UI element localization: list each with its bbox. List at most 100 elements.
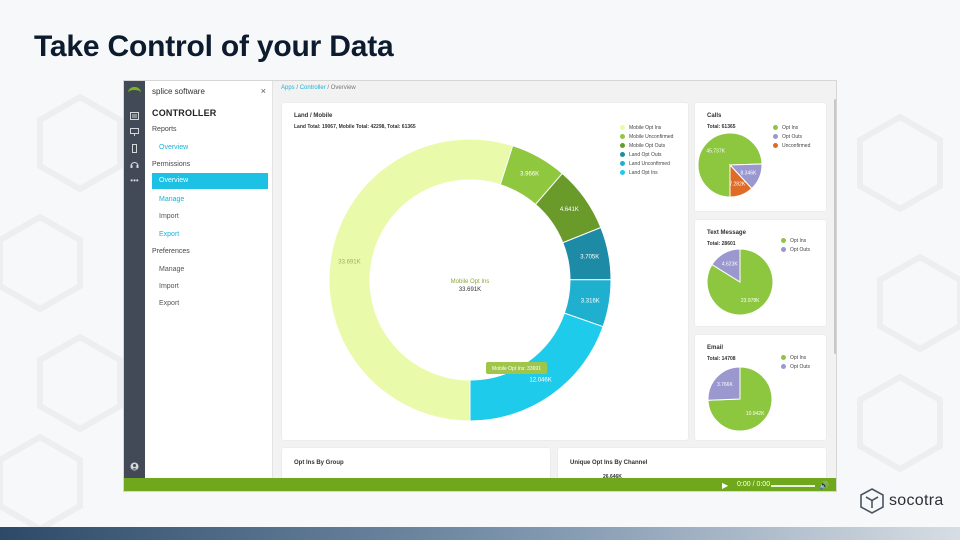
donut-tooltip-text: Mobile Opt Ins: 33691 — [492, 366, 541, 372]
slice-label-land-opt-ins: 12.046K — [529, 378, 551, 384]
legend-item-mobile-unconfirmed[interactable]: Mobile Unconfirmed — [620, 132, 673, 141]
headset-icon[interactable] — [130, 160, 139, 168]
legend-swatch — [773, 125, 778, 130]
breadcrumb-separator: / — [296, 85, 299, 91]
legend-item-land-unconfirmed[interactable]: Land Unconfirmed — [620, 159, 673, 168]
breadcrumb-controller[interactable]: Controller — [299, 85, 326, 91]
chart-peek-label: 26.646K — [603, 474, 622, 480]
sidebar-heading: CONTROLLER — [152, 108, 217, 118]
calls-pie-chart: 45.737K 8.346K 7.282K — [697, 132, 763, 198]
sidebar-section-preferences: Preferences — [152, 248, 190, 255]
card-title: Text Message — [707, 230, 746, 236]
calls-legend: Opt Ins Opt Outs Unconfirmed — [773, 123, 810, 150]
volume-icon[interactable]: 🔊 — [819, 481, 829, 490]
donut-center-label: Mobile Opt Ins — [451, 279, 490, 285]
legend-swatch — [620, 125, 625, 130]
more-icon[interactable]: ••• — [130, 176, 139, 185]
monitor-icon[interactable] — [130, 128, 139, 136]
breadcrumb-current: Overview — [330, 85, 356, 91]
socotra-logo-text: socotra — [889, 492, 944, 509]
slice-opt-outs[interactable] — [711, 248, 741, 283]
legend-item-unconfirmed[interactable]: Unconfirmed — [773, 141, 810, 150]
legend-item-land-opt-ins[interactable]: Land Opt Ins — [620, 168, 673, 177]
seek-bar[interactable] — [771, 485, 815, 487]
legend-label: Opt Outs — [790, 363, 811, 370]
legend-label: Mobile Unconfirmed — [629, 133, 674, 140]
land-mobile-donut-chart: 33.691K 3.966K 4.641K 3.705K 3.316K 12.046K Mo… — [328, 138, 612, 422]
legend-label: Opt Ins — [782, 124, 799, 131]
slice-label-land-opt-outs: 3.705K — [580, 255, 599, 261]
legend-swatch — [620, 152, 625, 157]
slice-label-mobile-unconfirmed: 3.966K — [520, 172, 539, 178]
slice-label-opt-ins: 23.978K — [741, 298, 760, 304]
list-icon[interactable] — [130, 112, 139, 120]
text-message-pie-chart: 23.978K 4.623K — [706, 248, 774, 316]
sidebar-item-permissions-manage[interactable]: Manage — [159, 196, 185, 203]
legend-swatch — [620, 161, 625, 166]
sidebar-item-preferences-export[interactable]: Export — [159, 300, 180, 307]
user-icon[interactable] — [130, 462, 139, 471]
slice-label-land-unconfirmed: 3.316K — [581, 298, 600, 304]
card-title: Email — [707, 345, 724, 351]
legend-label: Unconfirmed — [782, 142, 811, 149]
text-message-card: Text Message Total: 28601 23.978K 4.623K … — [695, 220, 826, 326]
legend-label: Land Unconfirmed — [629, 160, 670, 167]
card-title: Land / Mobile — [294, 113, 333, 119]
slice-mobile-opt-ins[interactable] — [328, 138, 514, 422]
card-subtitle: Land Total: 19067, Mobile Total: 42298, … — [294, 124, 416, 130]
card-title: Calls — [707, 113, 722, 119]
slice-label-unconfirmed: 7.282K — [729, 181, 746, 187]
slice-label-mobile-opt-outs: 4.641K — [560, 207, 579, 213]
legend-label: Opt Outs — [790, 246, 811, 253]
sidebar-item-permissions-export[interactable]: Export — [159, 231, 180, 238]
socotra-logo: socotra — [860, 488, 944, 514]
legend-swatch — [620, 134, 625, 139]
close-icon[interactable]: × — [260, 86, 266, 96]
sidebar-item-permissions-import[interactable]: Import — [159, 213, 179, 220]
legend-item-opt-ins[interactable]: Opt Ins — [781, 353, 810, 362]
sidebar-item-preferences-import[interactable]: Import — [159, 283, 179, 290]
slice-label-opt-outs: 4.623K — [722, 261, 739, 267]
legend-swatch — [620, 143, 625, 148]
sidebar-item-permissions-overview[interactable]: Overview — [152, 173, 268, 189]
legend-label: Mobile Opt Outs — [629, 142, 666, 149]
play-icon[interactable]: ▶ — [722, 481, 729, 490]
card-title: Opt Ins By Group — [294, 460, 344, 466]
playback-time: 0:00 / 0:00 — [737, 481, 771, 488]
breadcrumb-apps[interactable]: Apps — [281, 85, 295, 91]
card-subtitle: Total: 61365 — [707, 124, 736, 130]
legend-swatch — [781, 364, 786, 369]
legend-item-opt-ins[interactable]: Opt Ins — [773, 123, 810, 132]
legend-item-opt-outs[interactable]: Opt Outs — [781, 362, 810, 371]
legend-swatch — [620, 170, 625, 175]
legend-item-mobile-opt-ins[interactable]: Mobile Opt Ins — [620, 123, 673, 132]
sidebar-item-reports-overview[interactable]: Overview — [159, 144, 189, 151]
legend-item-mobile-opt-outs[interactable]: Mobile Opt Outs — [620, 141, 673, 150]
breadcrumb-separator: / — [327, 85, 330, 91]
sidebar-item-preferences-manage[interactable]: Manage — [159, 266, 185, 273]
email-pie-chart: 10.942K 3.766K — [707, 366, 773, 432]
slice-unconfirmed[interactable] — [729, 163, 753, 198]
scrollbar[interactable] — [834, 99, 836, 354]
legend-swatch — [781, 238, 786, 243]
card-title: Unique Opt Ins By Channel — [570, 460, 648, 466]
slice-label-opt-outs: 8.346K — [741, 170, 758, 176]
legend-item-land-opt-outs[interactable]: Land Opt Outs — [620, 150, 673, 159]
mobile-icon[interactable] — [130, 144, 139, 153]
slice-opt-outs[interactable] — [707, 366, 741, 401]
donut-center-value: 33.691K — [459, 287, 481, 293]
socotra-logo-icon — [860, 488, 884, 514]
legend-swatch — [781, 247, 786, 252]
legend-item-opt-ins[interactable]: Opt Ins — [781, 236, 810, 245]
splice-logo-icon — [128, 87, 141, 93]
legend-label: Land Opt Outs — [629, 151, 662, 158]
brand-name: splice software — [152, 87, 205, 96]
donut-tooltip — [486, 362, 547, 374]
slice-opt-ins[interactable] — [697, 132, 763, 198]
legend-item-opt-outs[interactable]: Opt Outs — [781, 245, 810, 254]
legend-label: Land Opt Ins — [629, 169, 658, 176]
land-mobile-card: Land / Mobile Land Total: 19067, Mobile … — [282, 103, 688, 440]
legend-item-opt-outs[interactable]: Opt Outs — [773, 132, 810, 141]
